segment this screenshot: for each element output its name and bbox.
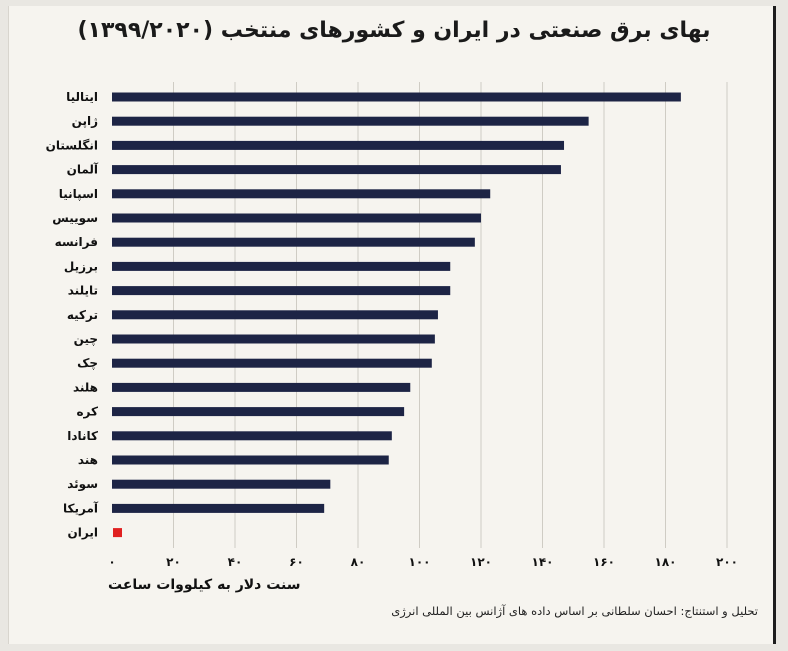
bar [112,334,435,344]
x-tick-label: ۲۰۰ [716,555,738,569]
x-axis-label: سنت دلار به کیلووات ساعت [108,577,301,593]
x-tick-label: ۱۴۰ [532,555,554,569]
category-label: فرانسه [55,235,98,249]
frame-border [773,6,776,644]
category-label: ایران [68,526,98,540]
bar [112,455,389,465]
x-tick-label: ۱۲۰ [470,555,492,569]
bar [112,407,405,417]
category-label: ژاپن [72,114,98,128]
bar-highlight [113,528,122,538]
x-tick-label: ۲۰ [166,555,181,569]
category-label: کانادا [67,429,98,443]
category-label: ایتالیا [66,90,98,104]
chart-title: بهای برق صنعتی در ایران و کشورهای منتخب … [77,18,711,43]
category-label: آمریکا [63,500,99,515]
x-tick-label: ۶۰ [289,555,304,569]
x-tick-label: ۴۰ [228,555,243,569]
category-label: ترکیه [67,308,98,322]
bar [112,310,438,320]
category-label: تایلند [68,284,98,298]
bar [112,116,589,126]
bar [112,213,481,223]
category-label: چین [74,332,98,346]
x-tick-label: ۱۰۰ [409,555,431,569]
category-label: اسپانیا [59,187,98,201]
x-tick-label: ۱۸۰ [655,555,677,569]
bar [112,382,411,392]
source-note: تحلیل و استنتاج: احسان سلطانی بر اساس دا… [391,604,758,618]
category-label: برزیل [64,259,98,273]
category-label: کره [76,405,98,419]
bar [112,261,451,271]
category-label: هند [78,453,98,467]
bar [112,165,561,175]
bar [112,431,392,441]
category-label: آلمان [67,162,99,177]
bar [112,286,451,296]
bar [112,503,325,513]
x-tick-label: ۱۶۰ [593,555,615,569]
x-tick-label: ۸۰ [351,555,366,569]
category-label: هلند [73,380,98,394]
bar [112,358,432,368]
category-label: چک [77,356,98,370]
chart-frame [8,6,775,644]
bar [112,479,331,489]
category-label: سوییس [52,211,98,226]
bar [112,92,681,102]
category-label: سوئد [67,477,98,492]
bar [112,237,475,247]
category-label: انگلستان [46,138,98,152]
bar [112,189,491,199]
x-tick-label: ۰ [108,555,115,569]
bar [112,140,565,150]
